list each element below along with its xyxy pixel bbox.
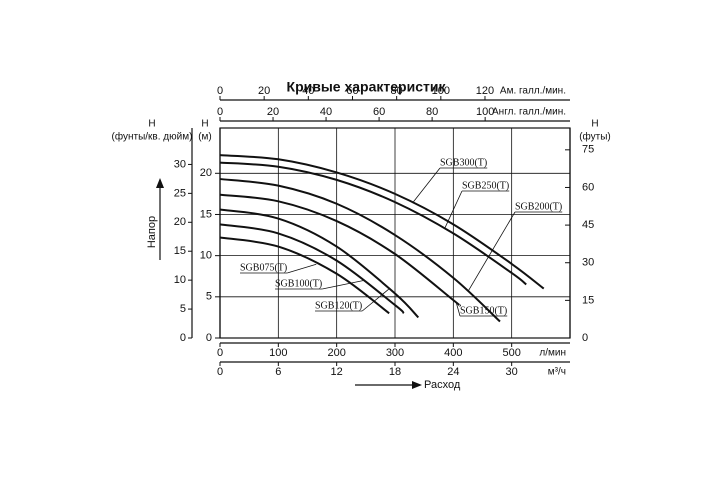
tick-label: 24 xyxy=(447,366,459,378)
tick-label: 40 xyxy=(302,85,314,97)
tick-label: 20 xyxy=(267,106,279,118)
pump-curve xyxy=(219,178,501,323)
leader-line xyxy=(361,288,390,312)
tick-label: 15 xyxy=(582,294,594,306)
pump-curve xyxy=(219,154,545,290)
tick-label: 45 xyxy=(582,219,594,231)
tick-label: 30 xyxy=(582,257,594,269)
tick-label: 300 xyxy=(386,347,404,359)
pump-curve xyxy=(219,223,405,315)
series-label: SGB200(T) xyxy=(515,201,562,212)
tick-label: 30 xyxy=(174,158,186,170)
axis-unit: Н xyxy=(591,119,598,130)
leader-line xyxy=(467,211,516,292)
tick-label: 15 xyxy=(174,245,186,257)
axis-unit: (фунты/кв. дюйм) xyxy=(112,131,193,143)
leader-line xyxy=(444,190,463,229)
leader-line xyxy=(455,302,461,317)
tick-label: 5 xyxy=(180,303,186,315)
tick-label: 20 xyxy=(174,216,186,228)
tick-label: 15 xyxy=(200,208,212,220)
tick-label: 20 xyxy=(258,85,270,97)
axis-unit: Англ. галл./мин. xyxy=(492,107,566,118)
x-arrow-head xyxy=(412,381,422,389)
tick-label: 0 xyxy=(217,106,223,118)
axis-unit: Н xyxy=(201,119,208,130)
tick-label: 12 xyxy=(331,366,343,378)
tick-label: 80 xyxy=(391,85,403,97)
tick-label: 0 xyxy=(217,366,223,378)
pump-curve xyxy=(219,208,420,319)
leader-line xyxy=(322,280,363,290)
series-label: SGB120(T) xyxy=(315,300,362,311)
tick-label: 75 xyxy=(582,144,594,156)
tick-label: 0 xyxy=(582,332,588,344)
tick-label: 200 xyxy=(327,347,345,359)
leader-line xyxy=(412,167,441,204)
tick-label: 120 xyxy=(476,85,494,97)
series-label: SGB150(T) xyxy=(460,305,507,316)
tick-label: 100 xyxy=(432,85,450,97)
y-axis-label: Напор xyxy=(146,216,158,248)
axis-unit: (м) xyxy=(198,132,212,143)
tick-label: 0 xyxy=(206,332,212,344)
axis-unit: Н xyxy=(148,119,155,130)
tick-label: 0 xyxy=(217,85,223,97)
series-label: SGB075(T) xyxy=(240,262,287,273)
tick-label: 30 xyxy=(506,366,518,378)
pump-curve xyxy=(219,161,527,286)
series-label: SGB250(T) xyxy=(462,180,509,191)
tick-label: 25 xyxy=(174,187,186,199)
axis-unit: Ам. галл./мин. xyxy=(500,86,566,97)
series-label: SGB300(T) xyxy=(440,157,487,168)
axis-unit: л/мин xyxy=(539,348,566,359)
axis-unit: м³/ч xyxy=(548,367,566,378)
chart-title: Кривые характеристик xyxy=(287,79,447,95)
tick-label: 0 xyxy=(217,347,223,359)
series-label: SGB100(T) xyxy=(275,278,322,289)
axis-unit: (футы) xyxy=(579,131,611,143)
tick-label: 60 xyxy=(346,85,358,97)
tick-label: 60 xyxy=(582,181,594,193)
pump-curve xyxy=(219,193,461,307)
tick-label: 10 xyxy=(200,250,212,262)
tick-label: 0 xyxy=(180,332,186,344)
tick-label: 80 xyxy=(426,106,438,118)
tick-label: 60 xyxy=(373,106,385,118)
tick-label: 100 xyxy=(269,347,287,359)
tick-label: 5 xyxy=(206,291,212,303)
tick-label: 100 xyxy=(476,106,494,118)
tick-label: 40 xyxy=(320,106,332,118)
tick-label: 400 xyxy=(444,347,462,359)
tick-label: 500 xyxy=(502,347,520,359)
pump-curve xyxy=(219,236,390,315)
x-axis-label: Расход xyxy=(424,379,461,391)
y-arrow-head xyxy=(156,178,164,188)
tick-label: 6 xyxy=(275,366,281,378)
tick-label: 20 xyxy=(200,167,212,179)
tick-label: 10 xyxy=(174,274,186,286)
tick-label: 18 xyxy=(389,366,401,378)
leader-line xyxy=(287,263,317,274)
